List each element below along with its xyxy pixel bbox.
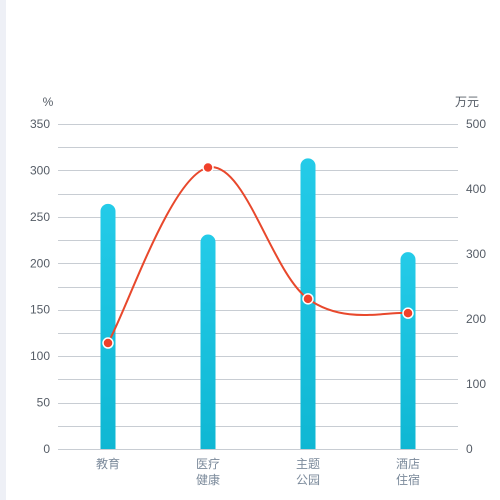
line-series [107,166,409,344]
category-label: 主题 [296,457,320,471]
line-layer [107,166,409,344]
bar-layer [100,158,416,449]
right-axis-tick-label: 400 [466,182,486,196]
left-axis-tick-label: 100 [30,349,50,363]
left-edge-strip [0,0,6,500]
left-axis-tick-label: 250 [30,210,50,224]
line-point [402,307,414,319]
bar [400,252,416,449]
line-point [102,337,114,349]
left-axis-tick-label: 200 [30,256,50,270]
right-axis-tick-label: 500 [466,117,486,131]
category-label: 医疗 [196,457,220,471]
category-label: 教育 [96,456,120,471]
category-label: 酒店 [396,457,420,471]
bar [100,203,116,449]
grid-layer [58,124,458,450]
bar [200,234,216,449]
right-axis-tick-label: 0 [466,442,473,456]
left-axis-tick-label: 300 [30,163,50,177]
label-layer: % 0 50 100 150 200 250 300 350 万元 0 100 200 300 400 500… [30,95,486,487]
left-axis-tick-label: 0 [43,442,50,456]
line-point [302,293,314,305]
left-axis-tick-label: 350 [30,117,50,131]
left-axis-tick-label: 150 [30,303,50,317]
category-label: 公园 [296,473,320,487]
right-axis-tick-label: 200 [466,312,486,326]
left-axis-tick-label: 50 [37,396,51,410]
point-layer [102,161,414,349]
category-label: 健康 [196,472,220,487]
right-axis-unit: 万元 [455,95,479,109]
left-axis-unit: % [43,95,54,109]
line-point [202,161,214,174]
category-label: 住宿 [396,472,420,487]
right-axis-tick-label: 100 [466,377,486,391]
right-axis-tick-label: 300 [466,247,486,261]
